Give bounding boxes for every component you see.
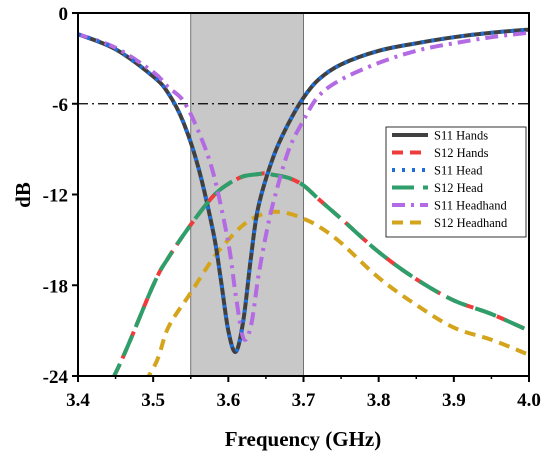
x-tick-label: 4.0 [517,390,541,411]
legend-label-s11-hands: S11 Hands [434,129,488,143]
x-tick-label: 3.7 [292,390,316,411]
series-line-s11-head [78,27,529,354]
x-tick-label: 3.8 [367,390,391,411]
legend-label-s11-headhand: S11 Headhand [434,199,508,213]
series-line-s11-headhand [78,30,529,342]
x-tick-label: 3.5 [141,390,165,411]
shaded-band-layer [190,12,304,377]
legend-label-s11-head: S11 Head [434,164,483,178]
y-tick-label: -12 [43,186,68,207]
x-tick-label: 3.9 [442,390,466,411]
tick-layer: 3.4 3.5 3.6 3.7 3.8 3.9 4.0 0 -6 -12 -18 -24 [43,4,541,411]
legend-label-s12-head: S12 Head [434,181,484,195]
y-tick-label: -18 [43,276,68,297]
x-tick-label: 3.6 [216,390,240,411]
series-line-s12-head [111,171,529,376]
series-layer [78,27,529,376]
shaded-band [190,12,304,377]
y-tick-label: -6 [52,95,68,116]
series-line-s12-headhand [146,209,529,376]
legend: S11 Hands S12 Hands S11 Head S12 Head S11 He… [385,126,527,238]
y-tick-label: 0 [59,4,69,25]
legend-label-s12-headhand: S12 Headhand [434,216,508,230]
y-axis-title: dB [11,182,35,208]
x-axis-title: Frequency (GHz) [225,427,382,451]
x-tick-label: 3.4 [66,390,90,411]
legend-box [385,126,527,238]
y-tick-label: -24 [43,367,69,388]
legend-label-s12-hands: S12 Hands [434,146,489,160]
